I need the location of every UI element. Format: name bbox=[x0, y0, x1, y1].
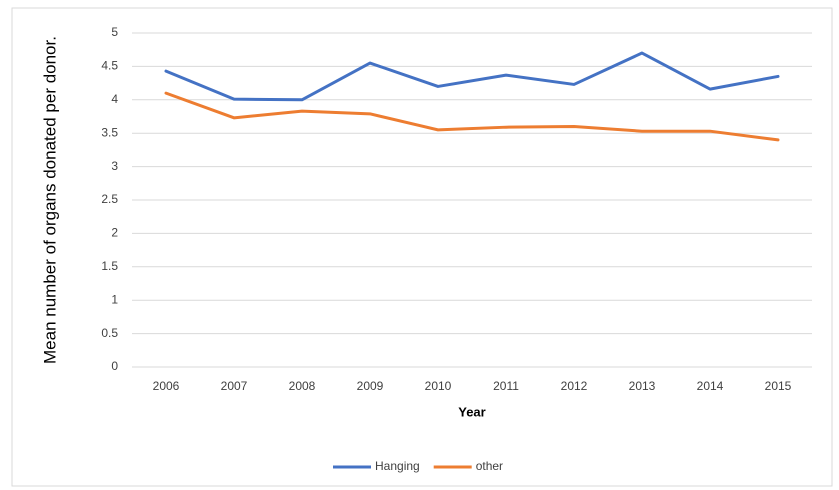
x-tick-label: 2010 bbox=[425, 379, 452, 393]
y-tick-label: 0 bbox=[111, 359, 118, 373]
chart-frame bbox=[11, 7, 833, 487]
y-tick-label: 2.5 bbox=[101, 192, 118, 206]
x-tick-label: 2013 bbox=[629, 379, 656, 393]
legend-label: other bbox=[476, 459, 503, 473]
y-tick-label: 4.5 bbox=[101, 59, 118, 73]
x-axis-title: Year bbox=[458, 404, 485, 419]
y-axis-title: Mean number of organs donated per donor. bbox=[40, 36, 60, 364]
series-line bbox=[164, 91, 780, 142]
y-tick-label: 5 bbox=[111, 25, 118, 39]
y-tick-label: 4 bbox=[111, 92, 118, 106]
y-tick-label: 3 bbox=[111, 159, 118, 173]
y-tick-label: 3.5 bbox=[101, 125, 118, 139]
x-tick-label: 2006 bbox=[153, 379, 180, 393]
x-tick-label: 2009 bbox=[357, 379, 384, 393]
y-tick-label: 2 bbox=[111, 226, 118, 240]
x-tick-label: 2012 bbox=[561, 379, 588, 393]
y-tick-label: 0.5 bbox=[101, 326, 118, 340]
x-tick-label: 2007 bbox=[221, 379, 248, 393]
legend-label: Hanging bbox=[375, 459, 420, 473]
y-tick-label: 1.5 bbox=[101, 259, 118, 273]
x-tick-label: 2008 bbox=[289, 379, 316, 393]
y-tick-label: 1 bbox=[111, 292, 118, 306]
series-line bbox=[164, 51, 780, 102]
x-tick-label: 2014 bbox=[697, 379, 724, 393]
x-tick-label: 2011 bbox=[493, 379, 519, 393]
x-tick-label: 2015 bbox=[765, 379, 792, 393]
